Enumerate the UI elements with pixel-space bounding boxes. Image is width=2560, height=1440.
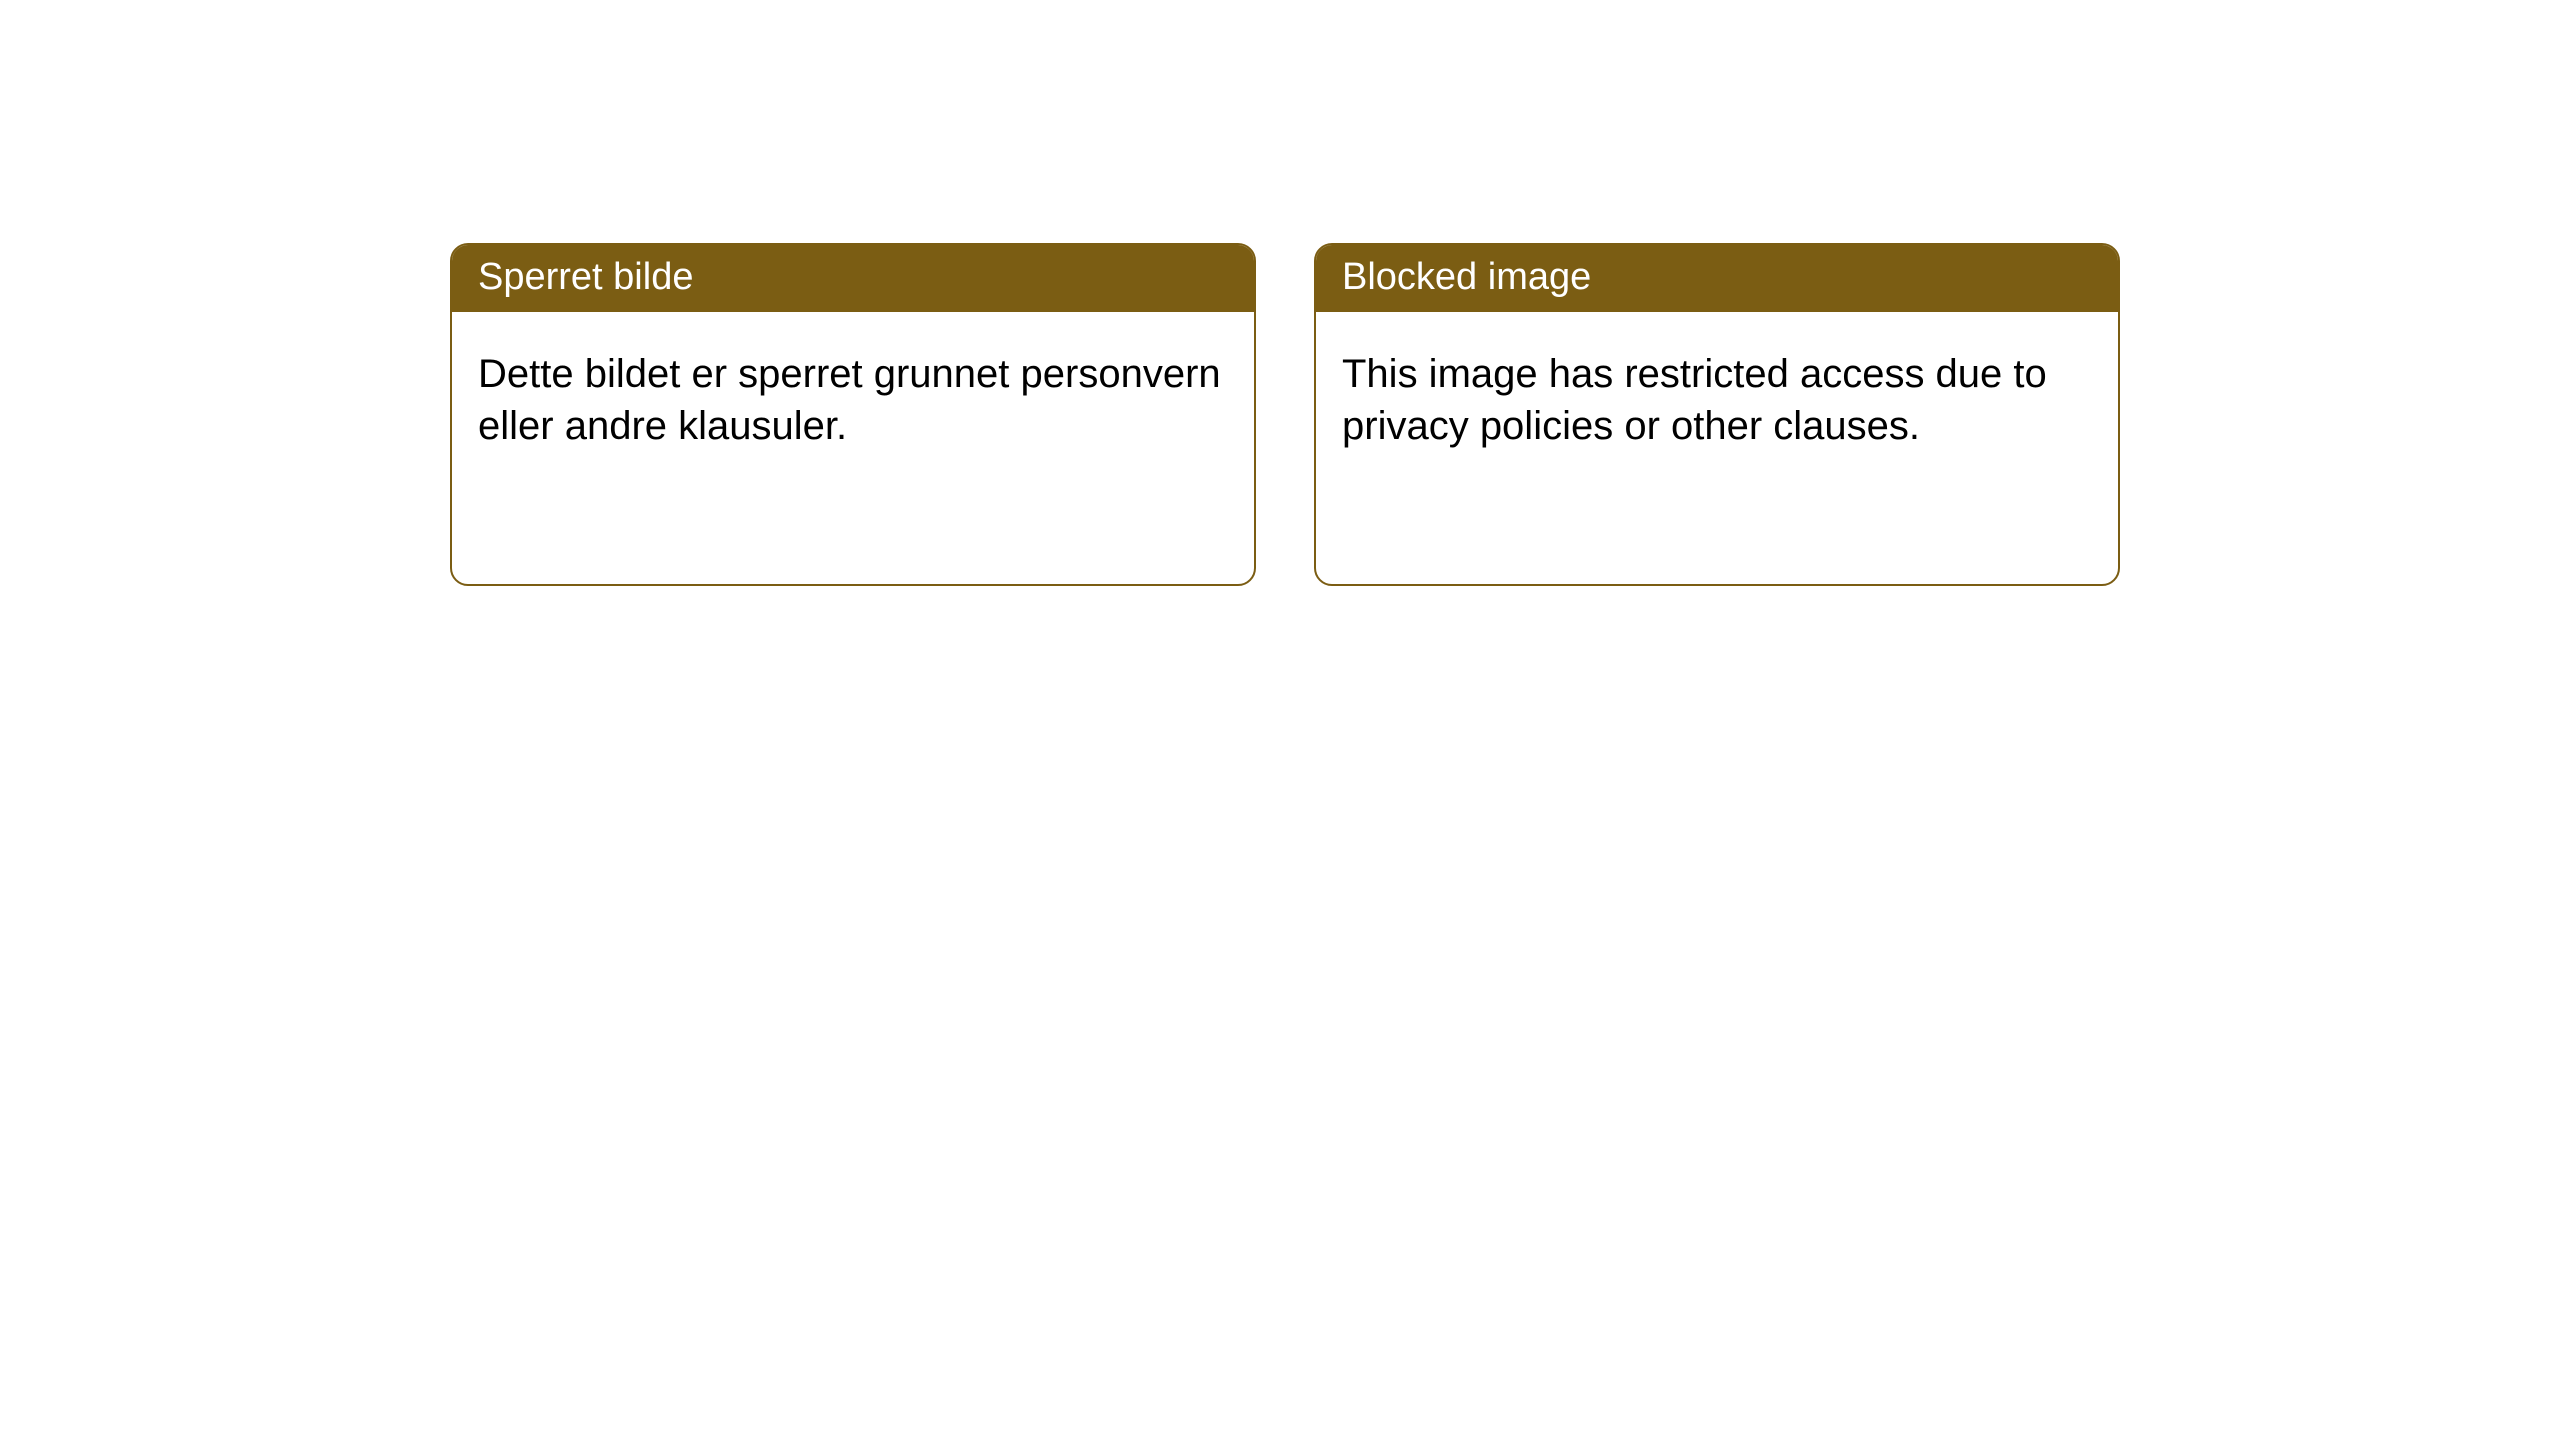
notice-cards-container: Sperret bilde Dette bildet er sperret gr… (0, 0, 2560, 586)
notice-card-norwegian: Sperret bilde Dette bildet er sperret gr… (450, 243, 1256, 586)
card-message: Dette bildet er sperret grunnet personve… (478, 348, 1228, 454)
card-header: Blocked image (1316, 245, 2118, 312)
card-body: This image has restricted access due to … (1316, 312, 2118, 584)
card-body: Dette bildet er sperret grunnet personve… (452, 312, 1254, 584)
card-title: Blocked image (1342, 256, 1591, 298)
card-title: Sperret bilde (478, 256, 693, 298)
card-message: This image has restricted access due to … (1342, 348, 2092, 454)
notice-card-english: Blocked image This image has restricted … (1314, 243, 2120, 586)
card-header: Sperret bilde (452, 245, 1254, 312)
